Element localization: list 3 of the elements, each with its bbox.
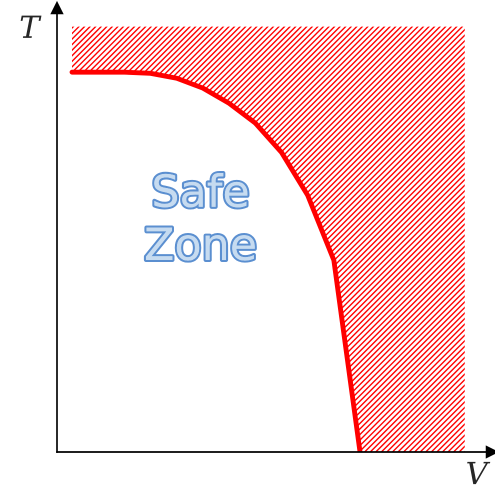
- x-axis-title: V: [467, 462, 490, 484]
- y-axis-title: T: [20, 16, 42, 38]
- annotation: Safe Zone: [146, 173, 255, 261]
